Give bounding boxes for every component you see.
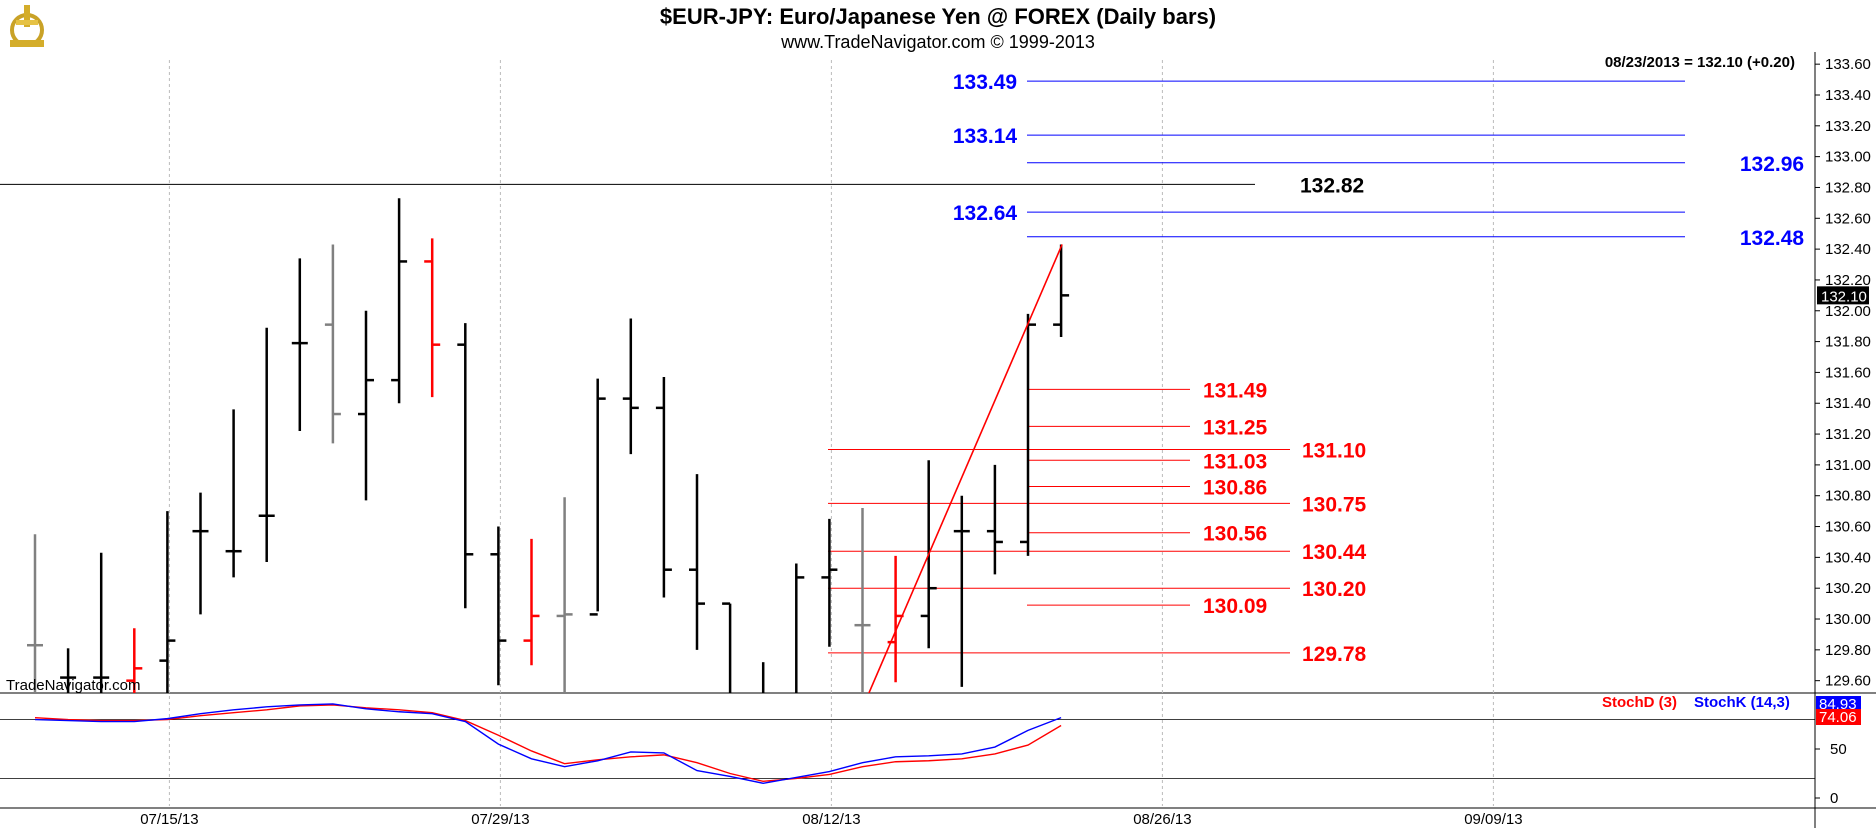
support-label: 130.20 — [1302, 578, 1366, 601]
ohlc-bar — [291, 258, 308, 431]
y-tick-label: 132.20 — [1825, 272, 1871, 289]
ohlc-bar — [953, 495, 970, 687]
legend-stoch-k: StochK (14,3) — [1694, 694, 1790, 711]
support-label: 131.10 — [1302, 439, 1366, 462]
y-tick-label: 132.80 — [1825, 179, 1871, 196]
ohlc-bar — [589, 378, 606, 616]
trade-navigator-logo — [10, 5, 44, 47]
ohlc-bar — [1020, 313, 1036, 556]
ohlc-bar — [93, 552, 110, 693]
last-info-label: 08/23/2013 = 132.10 (+0.20) — [1605, 54, 1795, 71]
ohlc-bar — [159, 511, 176, 693]
y-tick-label: 130.60 — [1825, 519, 1871, 536]
ohlc-bar — [324, 244, 341, 444]
y-tick-label: 133.60 — [1825, 56, 1871, 73]
ohlc-bar — [27, 534, 43, 693]
y-tick-label: 133.20 — [1825, 118, 1871, 135]
ohlc-bar — [655, 377, 672, 598]
chart-subtitle: www.TradeNavigator.com © 1999-2013 — [781, 32, 1095, 52]
y-tick-label: 130.40 — [1825, 549, 1871, 566]
y-tick-label: 133.40 — [1825, 87, 1871, 104]
ohlc-bar — [126, 628, 143, 693]
y-tick-label: 129.60 — [1825, 673, 1871, 690]
y-tick-label: 132.40 — [1825, 241, 1871, 258]
stoch-k-value-box — [1816, 696, 1861, 712]
support-label: 131.49 — [1203, 379, 1267, 402]
resistance-label: 133.49 — [953, 71, 1017, 94]
support-label: 130.56 — [1203, 523, 1267, 546]
x-tick-label: 08/12/13 — [802, 811, 860, 828]
chart-title: $EUR-JPY: Euro/Japanese Yen @ FOREX (Dai… — [659, 4, 1217, 29]
x-tick-label: 09/09/13 — [1464, 811, 1522, 828]
ohlc-bar — [225, 409, 242, 578]
y-tick-label: 130.00 — [1825, 611, 1871, 628]
ohlc-bar — [60, 648, 77, 693]
ohlc-bar — [1053, 244, 1070, 337]
ohlc-bar — [854, 508, 871, 693]
last-price-box — [1817, 286, 1869, 305]
stoch-d-value-label: 74.06 — [1819, 709, 1857, 726]
y-tick-label: 133.00 — [1825, 149, 1871, 166]
stoch-k-value-label: 84.93 — [1819, 696, 1857, 713]
ohlc-bar — [689, 474, 705, 650]
ohlc-bar — [722, 602, 732, 693]
last-price-label: 132.10 — [1821, 288, 1867, 305]
stoch-y-tick-label: 50 — [1830, 741, 1847, 758]
resistance-label: 133.14 — [953, 125, 1018, 148]
ohlc-bar — [457, 323, 474, 609]
ohlc-bar — [523, 538, 540, 666]
support-label: 129.78 — [1302, 643, 1367, 666]
x-tick-label: 07/29/13 — [471, 811, 529, 828]
x-tick-label: 08/26/13 — [1133, 811, 1191, 828]
support-label: 130.44 — [1302, 541, 1367, 564]
x-tick-label: 07/15/13 — [140, 811, 198, 828]
stoch-k-line — [34, 703, 1062, 785]
ohlc-bar — [358, 310, 374, 501]
y-tick-label: 131.00 — [1825, 457, 1871, 474]
support-label: 130.86 — [1203, 476, 1267, 499]
legend-stoch-d: StochD (3) — [1602, 694, 1677, 711]
resistance-label: 132.48 — [1740, 227, 1805, 250]
ohlc-bar — [556, 497, 573, 693]
stoch-d-line — [34, 704, 1062, 783]
resistance-label: 132.64 — [953, 202, 1018, 225]
ohlc-bar — [821, 518, 838, 647]
reference-label-132-82: 132.82 — [1300, 174, 1364, 197]
trend-line — [868, 244, 1063, 693]
y-tick-label: 129.80 — [1825, 642, 1871, 659]
stoch-y-tick-label: 0 — [1830, 790, 1838, 807]
ohlc-bar — [986, 464, 1003, 575]
ohlc-bar — [424, 238, 441, 398]
y-tick-label: 130.20 — [1825, 580, 1871, 597]
y-tick-label: 130.80 — [1825, 488, 1871, 505]
y-tick-label: 131.20 — [1825, 426, 1871, 443]
y-tick-label: 132.60 — [1825, 210, 1871, 227]
support-label: 131.25 — [1203, 416, 1268, 439]
ohlc-bar — [490, 526, 507, 686]
ohlc-bar — [795, 563, 805, 693]
watermark-label: TradeNavigator.com — [6, 677, 141, 694]
ohlc-bar — [258, 327, 275, 562]
y-tick-label: 131.80 — [1825, 334, 1871, 351]
y-tick-label: 131.60 — [1825, 364, 1871, 381]
stoch-d-value-box — [1816, 709, 1861, 725]
y-tick-label: 132.00 — [1825, 303, 1871, 320]
ohlc-bar — [761, 662, 765, 693]
ohlc-bar — [391, 198, 408, 404]
y-tick-label: 131.40 — [1825, 395, 1871, 412]
support-label: 130.09 — [1203, 595, 1267, 618]
support-label: 131.03 — [1203, 450, 1267, 473]
ohlc-bar — [192, 492, 209, 615]
support-label: 130.75 — [1302, 493, 1367, 516]
resistance-label: 132.96 — [1740, 153, 1804, 176]
price-plot-area: 132.82 133.49 133.14 132.96 132.64 132.48 131.… — [0, 71, 1805, 693]
ohlc-bar — [622, 318, 639, 455]
